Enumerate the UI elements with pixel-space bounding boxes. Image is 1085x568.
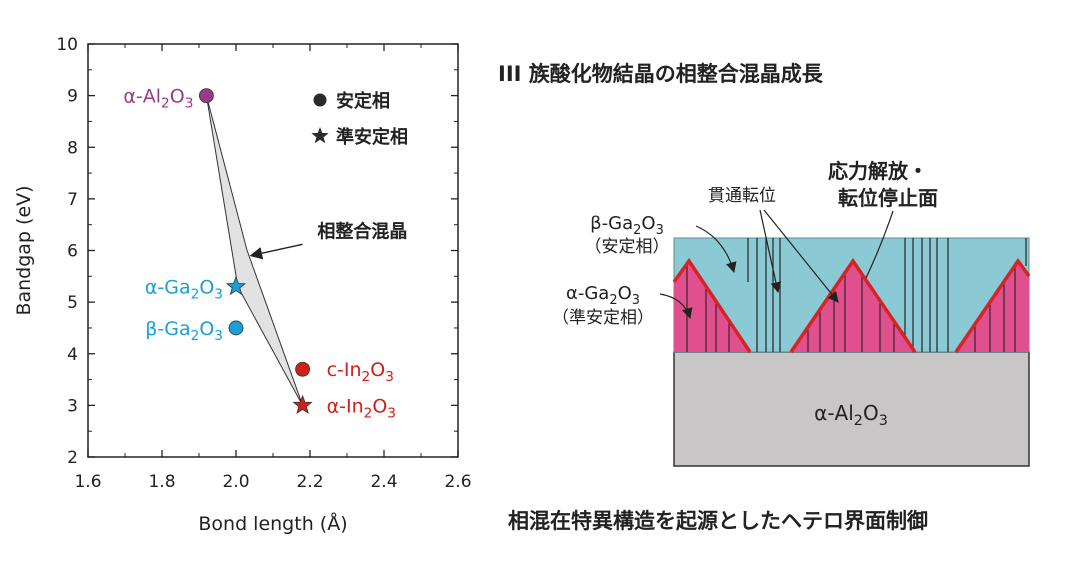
- region-arrow: [249, 243, 303, 260]
- alpha-ga2o3-label: α-Ga2O3: [566, 283, 640, 308]
- footer-caption: 相混在特異構造を起源としたヘテロ界面制御: [508, 509, 928, 533]
- substrate-label: α-Al2O3: [814, 401, 888, 429]
- bandgap-chart: 1.6 1.8 2.0 2.2 2.4 2.6 2 3 4 5 6 7 8 9 10 Bond length …: [13, 35, 472, 535]
- x-tick-label-4: 2.4: [370, 472, 397, 492]
- data-point-label-1: α-Ga2O3: [145, 277, 223, 303]
- legend-label-0: 安定相: [336, 90, 390, 112]
- stress-pointer-line: [865, 210, 894, 279]
- y-tick-label-4: 6: [67, 242, 78, 262]
- stress-label-line2: 転位停止面: [838, 186, 938, 210]
- data-point-label-4: α-In2O3: [327, 395, 396, 421]
- data-point-1: [225, 275, 247, 296]
- data-point-2: [228, 320, 244, 336]
- legend-marker-0: [313, 93, 327, 107]
- interface-line-0: [672, 257, 752, 353]
- y-tick-label-2: 4: [67, 345, 78, 365]
- y-axis-label: Bandgap (eV): [13, 185, 35, 315]
- phase-matched-region: [205, 95, 304, 406]
- interface-line-2: [954, 257, 1031, 353]
- stress-label-line1: 応力解放・: [828, 159, 928, 183]
- alpha-note: （準安定相）: [552, 308, 654, 328]
- y-tick-label-7: 9: [67, 87, 78, 107]
- data-point-label-3: c-In2O3: [327, 359, 394, 385]
- y-tick-label-6: 8: [67, 138, 78, 158]
- data-point-4: [292, 394, 313, 415]
- data-point-label-0: α-Al2O3: [123, 86, 193, 112]
- x-tick-label-5: 2.6: [444, 472, 471, 492]
- x-tick-label-2: 2.0: [222, 472, 249, 492]
- y-tick-label-0: 2: [67, 448, 78, 468]
- x-axis-label: Bond length (Å): [198, 512, 347, 535]
- legend-marker-1: [311, 127, 329, 144]
- alpha-ga2o3-region-2: [956, 261, 1029, 352]
- beta-ga2o3-label: β-Ga2O3: [590, 213, 664, 238]
- dislocation-arrow-2: [763, 209, 839, 303]
- data-point-0: [198, 88, 214, 104]
- alpha-ga2o3-region-1: [791, 261, 915, 352]
- data-point-3: [295, 361, 311, 377]
- y-tick-label-8: 10: [56, 35, 78, 55]
- x-tick-label-3: 2.2: [296, 472, 323, 492]
- beta-note: （安定相）: [585, 237, 670, 257]
- y-tick-label-1: 3: [67, 396, 78, 416]
- y-tick-label-3: 5: [67, 293, 78, 313]
- diagram-title: III 族酸化物結晶の相整合混晶成長: [498, 62, 823, 86]
- data-point-label-2: β-Ga2O3: [145, 318, 223, 344]
- region-label: 相整合混晶: [317, 221, 407, 243]
- interface-line-1: [789, 257, 917, 353]
- x-tick-label-1: 1.8: [148, 472, 175, 492]
- dislocation-label: 貫通転位: [708, 186, 776, 206]
- x-tick-label-0: 1.6: [74, 472, 101, 492]
- dislocation-arrow-1: [759, 209, 782, 294]
- alpha-ga2o3-region-0: [674, 261, 750, 352]
- beta-pointer-arrow: [695, 225, 737, 274]
- alpha-pointer-arrow: [659, 293, 693, 320]
- y-tick-label-5: 7: [67, 190, 78, 210]
- legend-label-1: 準安定相: [336, 126, 408, 148]
- growth-diagram: α-Al2O3 β-Ga2O3（安定相） α-Ga2O3（準安定相） 貫通転位 応力解放…: [552, 159, 1031, 467]
